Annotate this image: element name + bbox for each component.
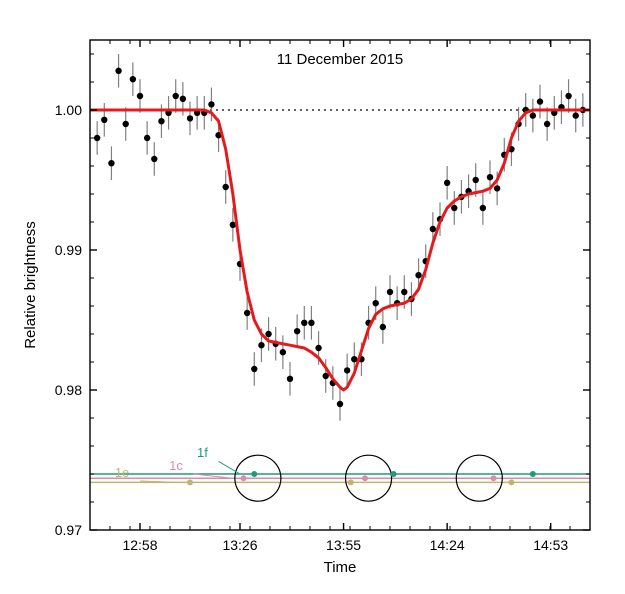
track-label-1c: 1c (169, 458, 183, 473)
y-tick-label: 0.98 (55, 382, 82, 398)
track-label-1f: 1f (197, 445, 208, 460)
chart-title: 11 December 2015 (277, 51, 403, 68)
y-tick-label: 0.99 (55, 242, 82, 258)
axes-frame (90, 40, 590, 530)
planet-dot-1c (241, 475, 247, 481)
x-tick-label: 13:26 (222, 537, 257, 553)
planet-dot-1e (187, 479, 193, 485)
planet-dot-1e (508, 479, 514, 485)
planet-dot-1f (251, 471, 257, 477)
planet-dot-1f (530, 471, 536, 477)
x-axis-label: Time (324, 559, 357, 576)
y-tick-label: 1.00 (55, 102, 82, 118)
planet-dot-1c (362, 475, 368, 481)
planet-dot-1c (491, 475, 497, 481)
x-tick-label: 13:55 (326, 537, 361, 553)
lightcurve-chart: 1f 1c 1e 12:58 13:26 13:55 14:24 14:53 0.97 0.98 0… (0, 0, 625, 594)
x-tick-label: 12:58 (122, 537, 157, 553)
track-label-1e: 1e (115, 465, 129, 480)
x-tick-label: 14:24 (430, 537, 465, 553)
planet-dot-1e (348, 479, 354, 485)
x-tick-label: 14:53 (533, 537, 568, 553)
model-curve (90, 110, 590, 390)
planet-dot-1f (391, 471, 397, 477)
y-axis-label: Relative brightness (22, 221, 39, 349)
y-tick-label: 0.97 (55, 522, 82, 538)
